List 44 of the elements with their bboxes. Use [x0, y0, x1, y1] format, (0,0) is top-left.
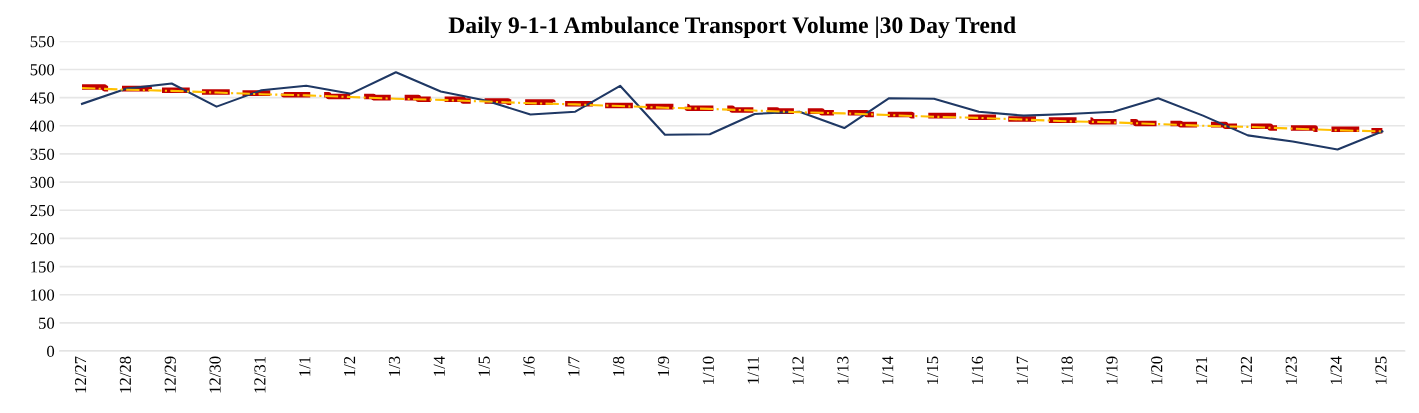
x-tick-label: 1/19 — [1106, 356, 1118, 385]
x-tick-label: 1/15 — [926, 356, 939, 385]
x-tick-label: 1/5 — [478, 356, 490, 376]
x-tick-label: 1/18 — [1061, 356, 1073, 385]
y-tick-label: 0 — [47, 345, 55, 357]
x-tick-label: 1/16 — [971, 356, 983, 385]
x-tick-label: 12/27 — [74, 356, 87, 393]
y-tick-label: 350 — [30, 148, 55, 160]
x-tick-label: 1/7 — [568, 356, 580, 376]
x-tick-label: 1/2 — [344, 356, 356, 376]
y-tick-label: 100 — [31, 289, 55, 301]
x-tick-label: 1/12 — [792, 356, 804, 385]
y-tick-label: 550 — [30, 36, 55, 48]
chart-title: Daily 9-1-1 Ambulance Transport Volume |30 Day Trend — [448, 16, 1016, 39]
x-tick-label: 1/8 — [613, 356, 625, 376]
x-tick-label: 1/11 — [747, 356, 759, 384]
y-tick-label: 50 — [39, 317, 55, 329]
x-tick-label: 1/6 — [523, 356, 535, 376]
x-tick-label: 1/25 — [1375, 356, 1387, 385]
x-tick-label: 1/13 — [837, 356, 849, 385]
x-tick-label: 1/10 — [702, 356, 714, 385]
x-tick-label: 1/24 — [1330, 356, 1342, 385]
line-series — [80, 71, 1384, 151]
x-tick-label: 1/17 — [1016, 356, 1028, 385]
x-tick-label: 1/1 — [299, 356, 311, 376]
x-tick-label: 12/31 — [254, 356, 266, 393]
x-tick-label: 1/4 — [433, 356, 445, 376]
y-tick-label: 500 — [30, 64, 55, 76]
x-tick-label: 1/20 — [1151, 356, 1163, 385]
x-tick-label: 1/9 — [657, 356, 670, 376]
x-tick-label: 1/21 — [1196, 356, 1208, 385]
x-tick-label: 12/29 — [164, 356, 176, 393]
y-tick-label: 400 — [30, 120, 55, 132]
x-tick-label: 1/3 — [388, 356, 401, 376]
x-tick-label: 12/28 — [119, 356, 132, 393]
y-tick-label: 150 — [31, 261, 55, 273]
x-tick-label: 12/30 — [209, 356, 221, 393]
y-tick-label: 450 — [30, 92, 55, 104]
y-tick-label: 300 — [30, 176, 55, 189]
x-tick-label: 1/23 — [1285, 356, 1297, 385]
y-tick-label: 200 — [30, 233, 55, 245]
y-tick-label: 250 — [30, 204, 55, 217]
x-tick-label: 1/22 — [1240, 356, 1253, 385]
x-tick-label: 1/14 — [882, 356, 894, 385]
